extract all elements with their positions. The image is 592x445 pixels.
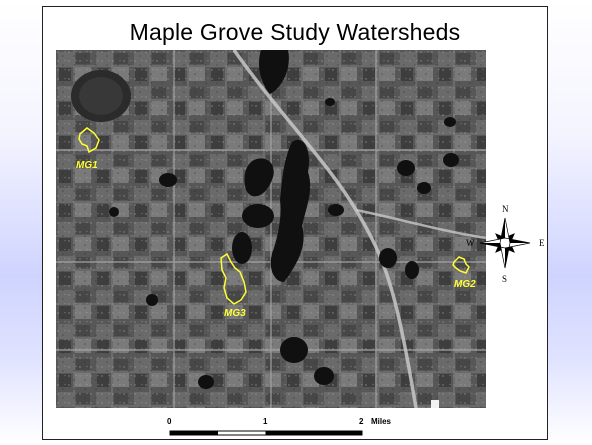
scale-unit: Miles — [371, 417, 392, 426]
watershed-mg2-boundary — [452, 256, 470, 274]
scale-tick-0: 0 — [167, 417, 172, 426]
map-layout-frame: Maple Grove Study Watersheds — [42, 6, 548, 440]
north-arrow-compass-icon: N S W E — [465, 203, 545, 284]
watershed-mg1-boundary — [78, 127, 100, 154]
compass-rose-icon — [479, 217, 531, 269]
aerial-map[interactable]: MG1 MG2 MG3 — [56, 50, 486, 408]
watershed-label-mg1: MG1 — [76, 160, 98, 171]
compass-east-label: E — [539, 238, 545, 248]
scale-tick-1: 1 — [263, 417, 268, 426]
watershed-label-mg3: MG3 — [224, 308, 246, 319]
watershed-mg3-boundary — [220, 252, 247, 305]
watershed-boundaries — [78, 127, 470, 305]
compass-west-label: W — [466, 238, 475, 248]
watershed-label-mg2: MG2 — [454, 279, 476, 290]
compass-south-label: S — [502, 274, 508, 284]
map-title: Maple Grove Study Watersheds — [129, 19, 461, 45]
scale-tick-2: 2 — [359, 417, 364, 426]
compass-north-label: N — [502, 204, 509, 214]
scale-bar-graphic — [169, 430, 363, 436]
aerial-photo — [56, 50, 486, 408]
